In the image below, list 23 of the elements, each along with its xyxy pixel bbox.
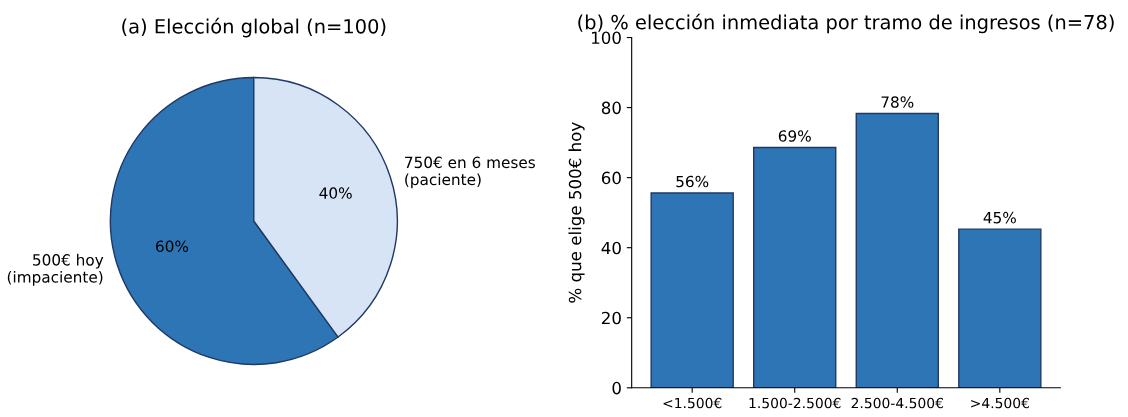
slice-label: 500€ hoy (impaciente) — [7, 253, 104, 286]
x-tick-label: <1.500€ — [663, 397, 722, 409]
y-tick-label: 80 — [601, 101, 621, 115]
bar — [855, 112, 939, 388]
data-label: 60% — [156, 240, 189, 253]
data-label: 78% — [881, 96, 914, 108]
data-label: 56% — [676, 175, 709, 188]
y-tick-label: 20 — [601, 311, 621, 325]
bar — [958, 228, 1042, 388]
slice-label: 750€ en 6 meses (paciente) — [405, 156, 535, 189]
y-axis-title: % que elige 500€ hoy — [568, 122, 585, 303]
y-tick-label: 40 — [601, 241, 621, 255]
y-tick-label: 0 — [612, 381, 621, 395]
bar — [753, 146, 837, 388]
y-tick-label: 60 — [601, 171, 621, 185]
chart-title: (a) Elección global (n=100) — [122, 17, 386, 38]
bar — [650, 192, 734, 388]
data-label: 45% — [983, 211, 1016, 224]
x-tick-label: 2.500-4.500€ — [851, 397, 944, 409]
x-tick-label: 1.500-2.500€ — [749, 397, 841, 409]
data-label: 69% — [778, 130, 811, 142]
x-tick-label: >4.500€ — [971, 397, 1030, 409]
data-label: 40% — [319, 187, 352, 199]
